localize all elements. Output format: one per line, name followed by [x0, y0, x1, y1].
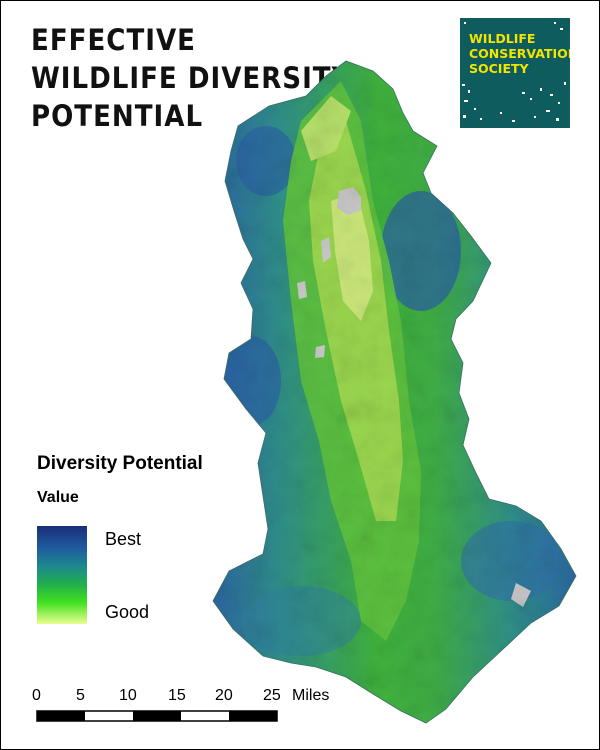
region-boundary — [212, 60, 577, 724]
wcs-logo: WILDLIFE CONSERVATION SOCIETY — [460, 18, 570, 128]
legend-title: Diversity Potential — [37, 453, 203, 474]
logo-line-1: WILDLIFE — [469, 31, 536, 46]
scale-segment — [133, 711, 181, 721]
scale-tick-25: 25 — [263, 687, 281, 704]
title-line-1: EFFECTIVE — [31, 23, 196, 57]
map-title: EFFECTIVE WILDLIFE DIVERSITY POTENTIAL — [31, 21, 352, 135]
logo-line-2: CONSERVATION — [469, 46, 570, 61]
logo-line-3: SOCIETY — [469, 61, 529, 76]
legend: Diversity Potential Value Best Good — [37, 453, 203, 624]
title-line-2: WILDLIFE DIVERSITY — [31, 61, 352, 95]
legend-subtitle: Value — [37, 489, 79, 506]
scale-segment — [229, 711, 277, 721]
legend-best-label: Best — [105, 529, 142, 549]
scale-tick-0: 0 — [32, 687, 41, 704]
legend-color-ramp — [37, 526, 87, 624]
scale-tick-5: 5 — [76, 687, 85, 704]
scale-tick-10: 10 — [119, 687, 137, 704]
logo-texture — [462, 22, 566, 122]
scale-tick-20: 20 — [215, 687, 233, 704]
title-line-3: POTENTIAL — [31, 99, 204, 133]
scale-segment — [37, 711, 85, 721]
scale-tick-15: 15 — [168, 687, 186, 704]
scale-units: Miles — [292, 687, 330, 704]
legend-good-label: Good — [105, 602, 150, 622]
